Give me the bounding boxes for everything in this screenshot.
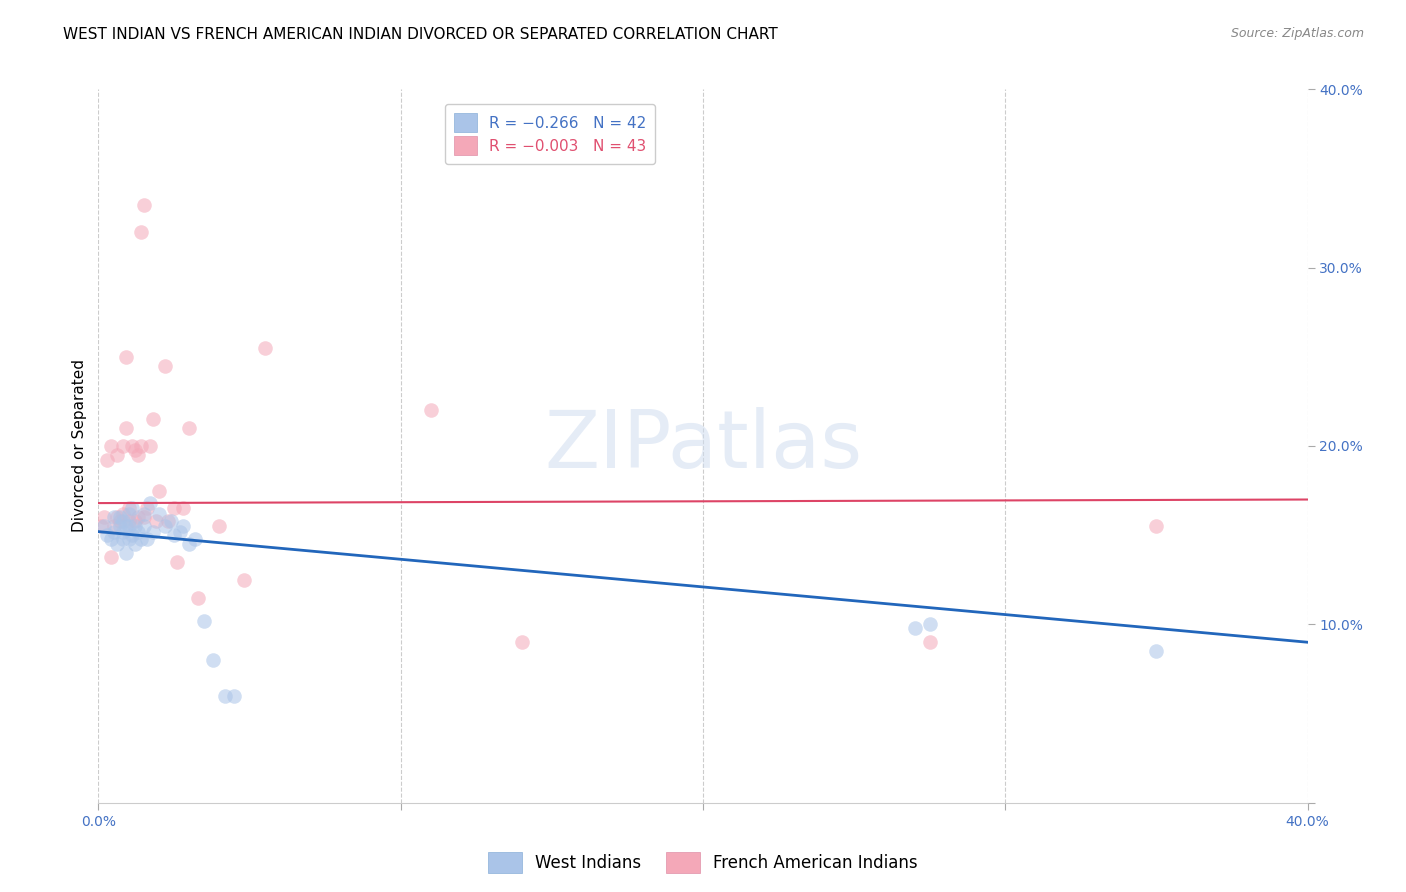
Text: ZIPatlas: ZIPatlas	[544, 407, 862, 485]
Point	[90, 519, 112, 533]
Point	[121, 439, 143, 453]
Point	[132, 198, 155, 212]
Point	[105, 510, 128, 524]
Point	[918, 617, 941, 632]
Point	[253, 341, 276, 355]
Point	[142, 524, 165, 539]
Point	[105, 537, 128, 551]
Point	[105, 448, 128, 462]
Point	[111, 524, 134, 539]
Point	[135, 501, 157, 516]
Legend: West Indians, French American Indians: West Indians, French American Indians	[482, 846, 924, 880]
Point	[135, 532, 157, 546]
Point	[139, 439, 162, 453]
Point	[187, 591, 209, 605]
Point	[166, 555, 188, 569]
Point	[114, 519, 136, 533]
Point	[169, 524, 191, 539]
Point	[208, 519, 231, 533]
Point	[193, 614, 215, 628]
Text: WEST INDIAN VS FRENCH AMERICAN INDIAN DIVORCED OR SEPARATED CORRELATION CHART: WEST INDIAN VS FRENCH AMERICAN INDIAN DI…	[63, 27, 778, 42]
Point	[111, 532, 134, 546]
Point	[1144, 519, 1167, 533]
Point	[96, 453, 118, 467]
Point	[100, 549, 122, 564]
Point	[127, 448, 149, 462]
Point	[114, 546, 136, 560]
Point	[127, 524, 149, 539]
Point	[172, 501, 194, 516]
Point	[145, 514, 167, 528]
Point	[129, 225, 152, 239]
Point	[103, 510, 125, 524]
Point	[148, 507, 170, 521]
Legend: R = −0.266   N = 42, R = −0.003   N = 43: R = −0.266 N = 42, R = −0.003 N = 43	[444, 104, 655, 164]
Point	[93, 519, 115, 533]
Point	[214, 689, 236, 703]
Point	[224, 689, 246, 703]
Point	[100, 532, 122, 546]
Point	[111, 514, 134, 528]
Point	[904, 621, 927, 635]
Point	[108, 514, 131, 528]
Point	[179, 421, 201, 435]
Point	[124, 537, 146, 551]
Point	[163, 501, 186, 516]
Point	[129, 439, 152, 453]
Point	[124, 514, 146, 528]
Point	[163, 528, 186, 542]
Point	[111, 439, 134, 453]
Point	[156, 514, 179, 528]
Point	[153, 519, 176, 533]
Point	[124, 442, 146, 457]
Point	[510, 635, 533, 649]
Point	[124, 519, 146, 533]
Point	[118, 514, 141, 528]
Point	[114, 350, 136, 364]
Point	[148, 483, 170, 498]
Point	[108, 510, 131, 524]
Point	[100, 439, 122, 453]
Point	[129, 532, 152, 546]
Point	[114, 421, 136, 435]
Point	[118, 532, 141, 546]
Point	[121, 501, 143, 516]
Point	[118, 507, 141, 521]
Point	[202, 653, 225, 667]
Point	[132, 519, 155, 533]
Point	[1144, 644, 1167, 658]
Point	[96, 528, 118, 542]
Point	[121, 528, 143, 542]
Point	[420, 403, 443, 417]
Point	[111, 507, 134, 521]
Point	[93, 510, 115, 524]
Y-axis label: Divorced or Separated: Divorced or Separated	[72, 359, 87, 533]
Point	[118, 519, 141, 533]
Point	[160, 514, 183, 528]
Point	[918, 635, 941, 649]
Point	[139, 496, 162, 510]
Point	[108, 519, 131, 533]
Point	[232, 573, 254, 587]
Point	[172, 519, 194, 533]
Point	[132, 507, 155, 521]
Point	[103, 524, 125, 539]
Text: Source: ZipAtlas.com: Source: ZipAtlas.com	[1230, 27, 1364, 40]
Point	[118, 501, 141, 516]
Point	[142, 412, 165, 426]
Point	[127, 510, 149, 524]
Point	[103, 519, 125, 533]
Point	[179, 537, 201, 551]
Point	[184, 532, 207, 546]
Point	[132, 510, 155, 524]
Point	[153, 359, 176, 373]
